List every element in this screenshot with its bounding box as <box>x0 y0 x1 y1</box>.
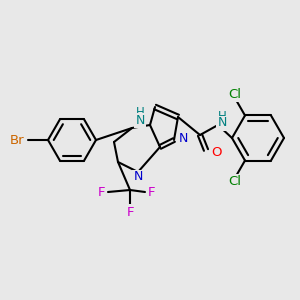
Text: Br: Br <box>9 134 24 146</box>
Text: F: F <box>126 206 134 218</box>
Text: N: N <box>133 170 143 184</box>
Text: N: N <box>135 113 145 127</box>
Text: F: F <box>98 185 105 199</box>
Text: N: N <box>217 116 227 130</box>
Text: O: O <box>211 146 221 158</box>
Text: H: H <box>218 110 226 124</box>
Text: Cl: Cl <box>228 88 241 100</box>
Text: F: F <box>148 185 155 199</box>
Text: Cl: Cl <box>228 176 241 188</box>
Text: N: N <box>178 133 188 146</box>
Text: H: H <box>136 106 144 119</box>
